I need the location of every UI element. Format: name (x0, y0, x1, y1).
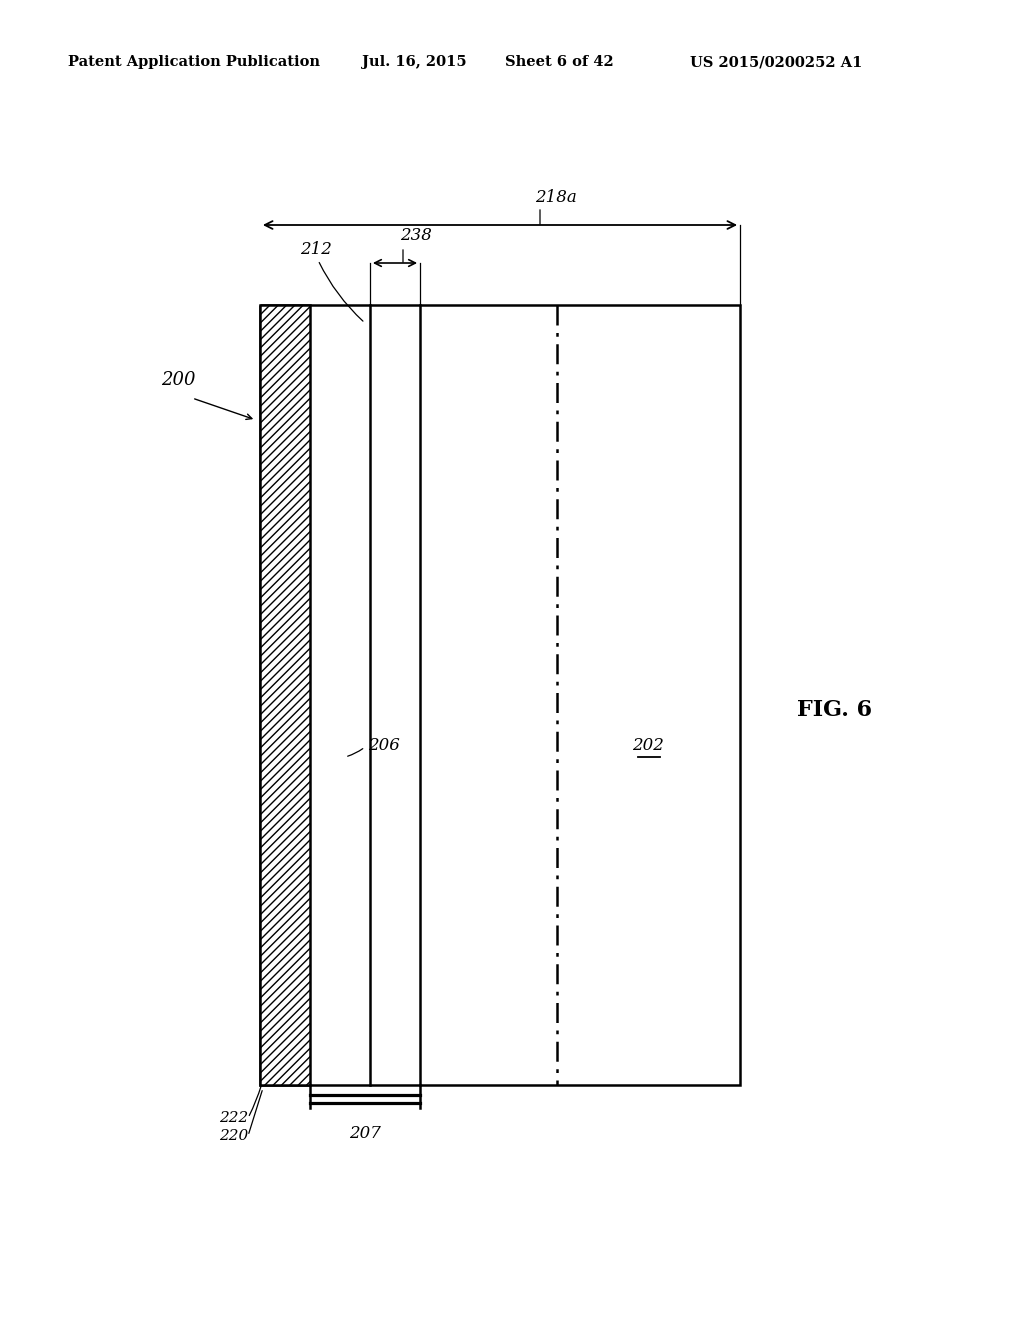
Text: 218a: 218a (535, 189, 577, 206)
Text: 212: 212 (300, 242, 332, 259)
Text: Patent Application Publication: Patent Application Publication (68, 55, 319, 69)
Text: 202: 202 (633, 737, 665, 754)
Text: 238: 238 (400, 227, 432, 243)
Text: 200: 200 (161, 371, 196, 389)
Text: 220: 220 (219, 1129, 248, 1143)
Text: Sheet 6 of 42: Sheet 6 of 42 (505, 55, 613, 69)
Text: US 2015/0200252 A1: US 2015/0200252 A1 (690, 55, 862, 69)
Text: Jul. 16, 2015: Jul. 16, 2015 (362, 55, 467, 69)
Text: 207: 207 (349, 1125, 381, 1142)
Bar (260, 305, 310, 1085)
Text: FIG. 6: FIG. 6 (798, 700, 872, 721)
Text: 222: 222 (219, 1111, 248, 1125)
Text: 206: 206 (368, 737, 400, 754)
